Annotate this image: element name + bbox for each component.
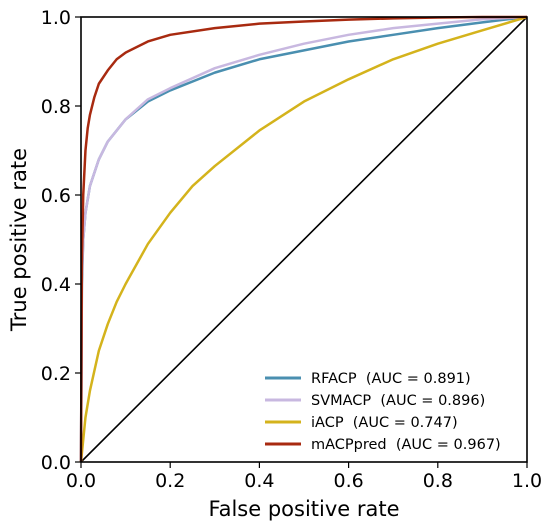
- series-layer: [79, 15, 528, 463]
- x-axis-title: False positive rate: [208, 497, 399, 521]
- legend-label: RFACP (AUC = 0.891): [311, 371, 471, 387]
- reference-diagonal: [80, 16, 528, 463]
- y-tick-label: 0.2: [41, 363, 71, 385]
- y-axis: 0.0 0.2 0.4 0.6 0.8 1.0: [41, 7, 81, 474]
- legend-item-4: mACPpred (AUC = 0.967): [265, 437, 501, 453]
- legend-label: SVMACP (AUC = 0.896): [311, 393, 485, 409]
- legend-item-1: RFACP (AUC = 0.891): [265, 371, 471, 387]
- plot-frame: [80, 16, 528, 463]
- diagonal-line: [80, 16, 528, 463]
- legend-label: iACP (AUC = 0.747): [311, 415, 458, 431]
- legend-item-2: SVMACP (AUC = 0.896): [265, 393, 485, 409]
- legend: RFACP (AUC = 0.891) SVMACP (AUC = 0.896) i…: [265, 371, 501, 453]
- legend-item-3: iACP (AUC = 0.747): [265, 415, 458, 431]
- series-line-2: [79, 15, 528, 463]
- x-tick-label: 0.0: [66, 470, 96, 492]
- y-tick-label: 0.6: [41, 185, 71, 207]
- legend-label: mACPpred (AUC = 0.967): [311, 437, 501, 453]
- x-tick-label: 0.8: [423, 470, 453, 492]
- x-tick-label: 0.4: [244, 470, 274, 492]
- y-axis-title: True positive rate: [7, 148, 31, 332]
- series-line-3: [79, 15, 528, 463]
- x-axis: 0.0 0.2 0.4 0.6 0.8 1.0: [66, 462, 542, 492]
- series-line-4: [79, 15, 527, 463]
- y-tick-label: 0.0: [41, 452, 71, 474]
- y-tick-label: 0.4: [41, 274, 71, 296]
- x-tick-label: 0.2: [155, 470, 185, 492]
- y-tick-label: 0.8: [41, 96, 71, 118]
- x-tick-label: 1.0: [512, 470, 542, 492]
- y-tick-label: 1.0: [41, 7, 71, 29]
- x-tick-label: 0.6: [333, 470, 363, 492]
